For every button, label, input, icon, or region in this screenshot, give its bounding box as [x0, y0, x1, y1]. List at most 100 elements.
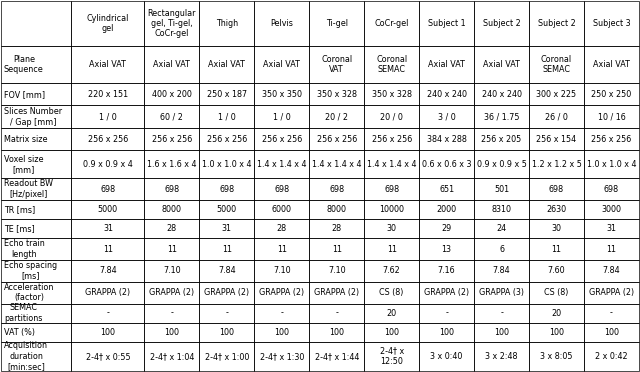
Bar [364, 282, 419, 304]
Bar [474, 342, 529, 371]
Bar [1, 128, 72, 150]
Text: 240 x 240: 240 x 240 [482, 90, 522, 99]
Bar [419, 238, 474, 260]
Text: 7.62: 7.62 [383, 266, 401, 275]
Text: 256 x 256: 256 x 256 [207, 135, 247, 144]
Bar [474, 200, 529, 219]
Text: 1 / 0: 1 / 0 [218, 112, 236, 121]
Bar [584, 282, 639, 304]
Bar [72, 260, 145, 282]
Text: -: - [225, 309, 228, 318]
Bar [529, 128, 584, 150]
Bar [72, 105, 145, 128]
Text: 250 x 250: 250 x 250 [591, 90, 632, 99]
Bar [72, 342, 145, 371]
Text: 5000: 5000 [217, 205, 237, 214]
Bar [1, 342, 72, 371]
Bar [364, 323, 419, 342]
Text: -: - [170, 309, 173, 318]
Text: 100: 100 [275, 328, 289, 337]
Text: 100: 100 [604, 328, 619, 337]
Bar [72, 150, 145, 178]
Text: 100: 100 [164, 328, 179, 337]
Text: Axial VAT: Axial VAT [209, 60, 245, 69]
Bar [199, 178, 254, 200]
Text: 384 x 288: 384 x 288 [427, 135, 467, 144]
Bar [199, 105, 254, 128]
Bar [309, 1, 364, 46]
Text: GRAPPA (3): GRAPPA (3) [479, 288, 524, 297]
Text: -: - [335, 309, 338, 318]
Text: TR [ms]: TR [ms] [4, 205, 35, 214]
Text: 3 x 2:48: 3 x 2:48 [485, 352, 518, 361]
Text: 2 x 0:42: 2 x 0:42 [595, 352, 628, 361]
Bar [1, 150, 72, 178]
Text: 11: 11 [167, 244, 177, 254]
Bar [529, 83, 584, 105]
Bar [529, 238, 584, 260]
Text: 36 / 1.75: 36 / 1.75 [484, 112, 519, 121]
Text: 698: 698 [329, 185, 344, 193]
Text: 11: 11 [276, 244, 287, 254]
Bar [474, 1, 529, 46]
Bar [584, 260, 639, 282]
Text: -: - [280, 309, 284, 318]
Text: 250 x 187: 250 x 187 [207, 90, 247, 99]
Text: 256 x 256: 256 x 256 [152, 135, 192, 144]
Bar [419, 200, 474, 219]
Text: Axial VAT: Axial VAT [90, 60, 126, 69]
Bar [584, 323, 639, 342]
Bar [199, 83, 254, 105]
Text: 10000: 10000 [379, 205, 404, 214]
Text: Readout BW
[Hz/pixel]: Readout BW [Hz/pixel] [4, 179, 53, 199]
Bar [1, 46, 72, 83]
Text: 350 x 328: 350 x 328 [372, 90, 412, 99]
Text: 20 / 2: 20 / 2 [325, 112, 348, 121]
Text: 11: 11 [552, 244, 561, 254]
Bar [199, 260, 254, 282]
Text: 13: 13 [442, 244, 452, 254]
Bar [529, 304, 584, 323]
Bar [364, 150, 419, 178]
Text: Coronal
SEMAC: Coronal SEMAC [376, 55, 407, 74]
Bar [72, 1, 145, 46]
Bar [364, 304, 419, 323]
Bar [254, 282, 309, 304]
Bar [199, 1, 254, 46]
Text: Axial VAT: Axial VAT [154, 60, 190, 69]
Text: Voxel size
[mm]: Voxel size [mm] [4, 154, 44, 174]
Bar [529, 1, 584, 46]
Text: 20: 20 [552, 309, 562, 318]
Bar [364, 83, 419, 105]
Text: 2000: 2000 [436, 205, 457, 214]
Text: 7.84: 7.84 [493, 266, 511, 275]
Text: 20: 20 [387, 309, 397, 318]
Text: Coronal
VAT: Coronal VAT [321, 55, 352, 74]
Bar [145, 219, 199, 238]
Text: 28: 28 [276, 224, 287, 233]
Bar [1, 323, 72, 342]
Bar [1, 83, 72, 105]
Bar [584, 46, 639, 83]
Text: CS (8): CS (8) [545, 288, 569, 297]
Bar [474, 150, 529, 178]
Bar [309, 260, 364, 282]
Text: 256 x 256: 256 x 256 [262, 135, 302, 144]
Bar [419, 323, 474, 342]
Text: CoCr-gel: CoCr-gel [374, 19, 409, 28]
Bar [474, 178, 529, 200]
Bar [419, 46, 474, 83]
Text: 30: 30 [387, 224, 397, 233]
Bar [584, 304, 639, 323]
Text: 350 x 328: 350 x 328 [317, 90, 356, 99]
Text: Echo train
length: Echo train length [4, 240, 45, 259]
Bar [1, 105, 72, 128]
Bar [419, 260, 474, 282]
Text: Axial VAT: Axial VAT [263, 60, 300, 69]
Text: 400 x 200: 400 x 200 [152, 90, 192, 99]
Bar [419, 105, 474, 128]
Text: Slices Number
/ Gap [mm]: Slices Number / Gap [mm] [4, 107, 62, 126]
Bar [474, 83, 529, 105]
Text: 1.2 x 1.2 x 5: 1.2 x 1.2 x 5 [532, 160, 582, 169]
Bar [199, 342, 254, 371]
